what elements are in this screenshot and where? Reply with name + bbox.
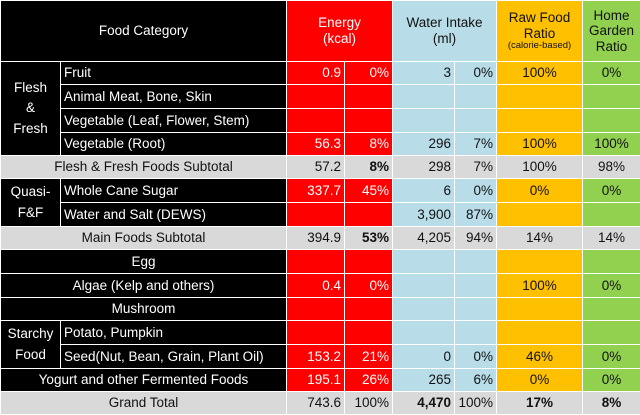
table-row: Water and Salt (DEWS) 3,900 87% — [1, 203, 640, 227]
subtotal-row: Flesh & Fresh Foods Subtotal 57.2 8% 298… — [1, 156, 640, 179]
table-row: Seed(Nut, Bean, Grain, Plant Oil) 153.2 … — [1, 345, 640, 369]
table-row: Animal Meat, Bone, Skin — [1, 85, 640, 109]
row-name: Flesh & Fresh Foods Subtotal — [1, 156, 287, 179]
header-food-category: Food Category — [1, 1, 287, 62]
table-row: Egg — [1, 250, 640, 274]
table-row: Vegetable (Leaf, Flower, Stem) — [1, 109, 640, 133]
row-name: Animal Meat, Bone, Skin — [61, 85, 287, 109]
table-row: Algae (Kelp and others) 0.4 0% 100% 0% — [1, 274, 640, 298]
table-row: Mushroom — [1, 298, 640, 321]
header-energy: Energy (kcal) — [287, 1, 393, 62]
row-name: Seed(Nut, Bean, Grain, Plant Oil) — [61, 345, 287, 369]
row-name: Vegetable (Root) — [61, 133, 287, 156]
table-row: Vegetable (Root) 56.3 8% 296 7% 100% 100… — [1, 133, 640, 156]
group-starchy: Starchy Food — [1, 321, 61, 369]
row-name: Main Foods Subtotal — [1, 227, 287, 250]
header-water-intake: Water Intake (ml) — [393, 1, 497, 62]
group-flesh-fresh: Flesh & Fresh — [1, 62, 61, 156]
row-name: Mushroom — [1, 298, 287, 321]
table-row: Flesh & Fresh Fruit 0.9 0% 3 0% 100% 0% — [1, 62, 640, 85]
table-row: Quasi- F&F Whole Cane Sugar 337.7 45% 6 … — [1, 179, 640, 203]
table-row: Starchy Food Potato, Pumpkin — [1, 321, 640, 345]
row-name: Fruit — [61, 62, 287, 85]
row-name: Water and Salt (DEWS) — [61, 203, 287, 227]
header-row: Food Category Energy (kcal) Water Intake… — [1, 1, 640, 62]
grand-total-row: Grand Total 743.6 100% 4,470 100% 17% 8% — [1, 392, 640, 415]
row-name: Potato, Pumpkin — [61, 321, 287, 345]
row-name: Grand Total — [1, 392, 287, 415]
row-name: Vegetable (Leaf, Flower, Stem) — [61, 109, 287, 133]
header-raw-food-ratio: Raw Food Ratio (calorie-based) — [497, 1, 583, 62]
header-home-garden-ratio: Home Garden Ratio — [583, 1, 640, 62]
row-name: Yogurt and other Fermented Foods — [1, 369, 287, 392]
subtotal-row: Main Foods Subtotal 394.9 53% 4,205 94% … — [1, 227, 640, 250]
group-quasi: Quasi- F&F — [1, 179, 61, 227]
row-name: Algae (Kelp and others) — [1, 274, 287, 298]
row-name: Whole Cane Sugar — [61, 179, 287, 203]
table-row: Yogurt and other Fermented Foods 195.1 2… — [1, 369, 640, 392]
row-name: Egg — [1, 250, 287, 274]
